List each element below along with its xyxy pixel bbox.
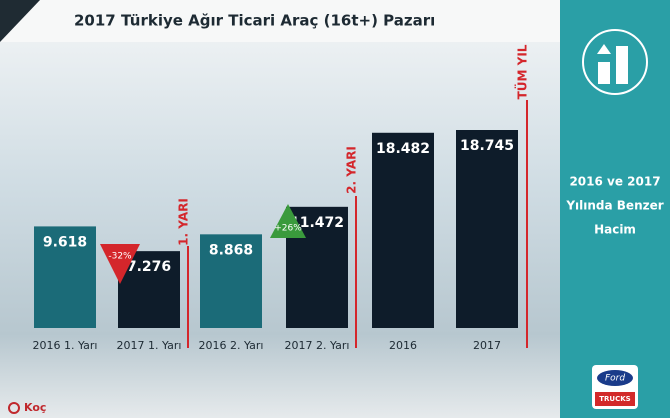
period-label: 1. YARI xyxy=(177,198,191,246)
title-band xyxy=(0,0,560,42)
annotations: -32% +26% 1. YARI 2. YARI TÜM YIL xyxy=(100,44,530,348)
panel-text: Hacim xyxy=(594,223,636,237)
value-label: 8.868 xyxy=(209,242,253,258)
period-label: TÜM YIL xyxy=(515,44,530,99)
value-label: 11.472 xyxy=(290,215,344,231)
bar xyxy=(34,226,96,328)
logo-text: Ford xyxy=(605,374,625,384)
period-label: 2. YARI xyxy=(345,146,359,194)
brand-mark xyxy=(8,402,20,414)
icon-ring xyxy=(582,29,648,95)
x-tick-label: 2017 2. Yarı xyxy=(284,339,349,352)
x-tick-label: 2016 2. Yarı xyxy=(198,339,263,352)
icon-bar xyxy=(616,46,628,84)
change-label: +26% xyxy=(274,224,302,234)
chart-title: 2017 Türkiye Ağır Ticari Araç (16t+) Paz… xyxy=(74,12,435,30)
bar xyxy=(372,132,434,328)
icon-bar xyxy=(598,62,610,84)
bar xyxy=(456,130,518,328)
panel-text: 2016 ve 2017 xyxy=(569,175,660,189)
corner xyxy=(0,0,40,42)
x-tick-label: 2017 xyxy=(473,339,501,352)
logo-oval xyxy=(597,370,633,386)
bar xyxy=(200,234,262,328)
x-tick-label: 2016 1. Yarı xyxy=(32,339,97,352)
value-label: 9.618 xyxy=(43,234,87,250)
value-label: 18.482 xyxy=(376,141,430,157)
logo-text: TRUCKS xyxy=(599,395,630,403)
x-tick-label: 2016 xyxy=(389,339,417,352)
value-label: 18.745 xyxy=(460,138,514,154)
change-marker xyxy=(270,204,306,238)
change-label: -32% xyxy=(108,252,132,262)
icon-arrow xyxy=(597,44,611,54)
value-label: 7.276 xyxy=(127,259,171,275)
x-tick-label: 2017 1. Yarı xyxy=(116,339,181,352)
change-marker xyxy=(100,244,140,284)
panel-text: Yılında Benzer xyxy=(565,199,663,213)
logo-band xyxy=(595,392,635,406)
brand: Koç xyxy=(24,401,46,414)
side-panel xyxy=(560,0,670,418)
